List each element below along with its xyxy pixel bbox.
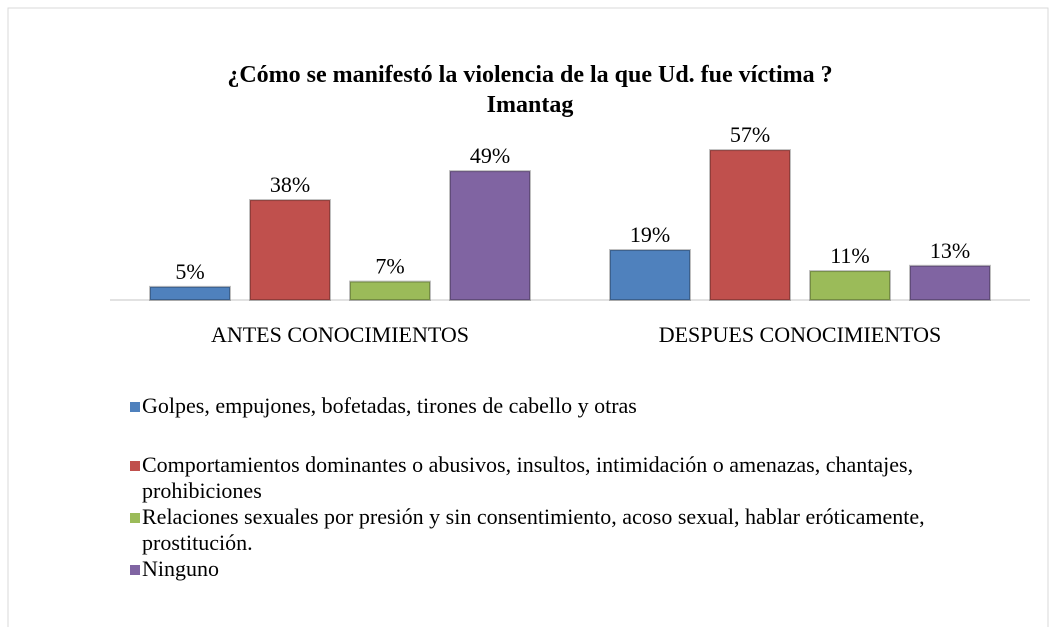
value-label: 38% — [270, 172, 310, 197]
legend-swatch — [130, 513, 140, 523]
bar — [809, 270, 891, 302]
x-tick-label: DESPUES CONOCIMIENTOS — [659, 322, 942, 347]
legend-item: Comportamientos dominantes o abusivos, i… — [130, 452, 970, 504]
legend-label: Comportamientos dominantes o abusivos, i… — [142, 452, 914, 503]
bar — [149, 285, 231, 302]
legend-item: Golpes, empujones, bofetadas, tirones de… — [130, 393, 970, 419]
legend-swatch — [130, 461, 140, 471]
x-tick-label: ANTES CONOCIMIENTOS — [211, 322, 469, 347]
value-label: 5% — [175, 259, 204, 284]
legend-item: Ninguno — [130, 556, 970, 582]
value-label: 7% — [375, 254, 404, 279]
legend-item: Relaciones sexuales por presión y sin co… — [130, 504, 970, 556]
value-label: 57% — [730, 122, 770, 147]
legend-label: Relaciones sexuales por presión y sin co… — [142, 504, 925, 555]
legend-swatch — [130, 402, 140, 412]
legend: Golpes, empujones, bofetadas, tirones de… — [130, 393, 970, 582]
bar — [909, 264, 991, 301]
value-label: 49% — [470, 143, 510, 168]
chart-title: ¿Cómo se manifestó la violencia de la qu… — [227, 62, 832, 88]
legend-swatch — [130, 565, 140, 575]
bar — [609, 249, 691, 301]
bar — [249, 199, 331, 301]
value-label: 19% — [630, 222, 670, 247]
bar — [709, 149, 791, 301]
legend-label: Ninguno — [142, 556, 219, 581]
bar — [349, 280, 431, 301]
value-label: 13% — [930, 238, 970, 263]
chart-title: Imantag — [487, 92, 574, 118]
legend-label: Golpes, empujones, bofetadas, tirones de… — [142, 393, 637, 418]
chart-frame — [7, 7, 1049, 627]
bar — [449, 170, 531, 301]
value-label: 11% — [830, 243, 870, 268]
